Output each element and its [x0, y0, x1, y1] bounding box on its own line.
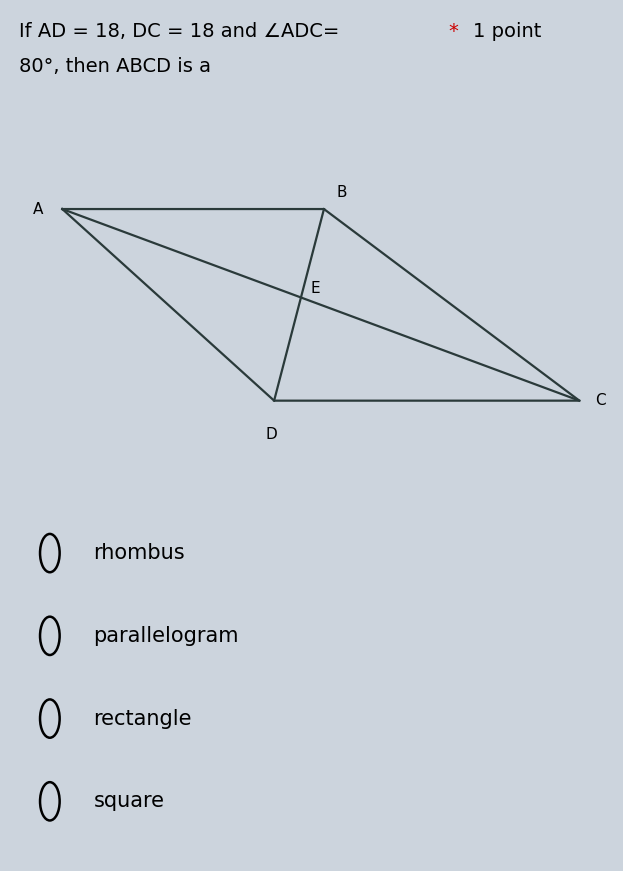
Text: rhombus: rhombus: [93, 544, 185, 563]
Text: 80°, then ABCD is a: 80°, then ABCD is a: [19, 57, 211, 76]
Text: *: *: [449, 22, 459, 41]
Text: A: A: [33, 201, 44, 217]
Text: E: E: [310, 281, 320, 296]
Text: B: B: [336, 186, 347, 200]
Text: parallelogram: parallelogram: [93, 626, 239, 645]
Text: D: D: [265, 427, 277, 442]
Text: rectangle: rectangle: [93, 709, 192, 728]
Text: 1 point: 1 point: [473, 22, 542, 41]
Text: square: square: [93, 792, 164, 811]
Text: If AD = 18, DC = 18 and ∠ADC=: If AD = 18, DC = 18 and ∠ADC=: [19, 22, 339, 41]
Text: C: C: [595, 393, 606, 408]
